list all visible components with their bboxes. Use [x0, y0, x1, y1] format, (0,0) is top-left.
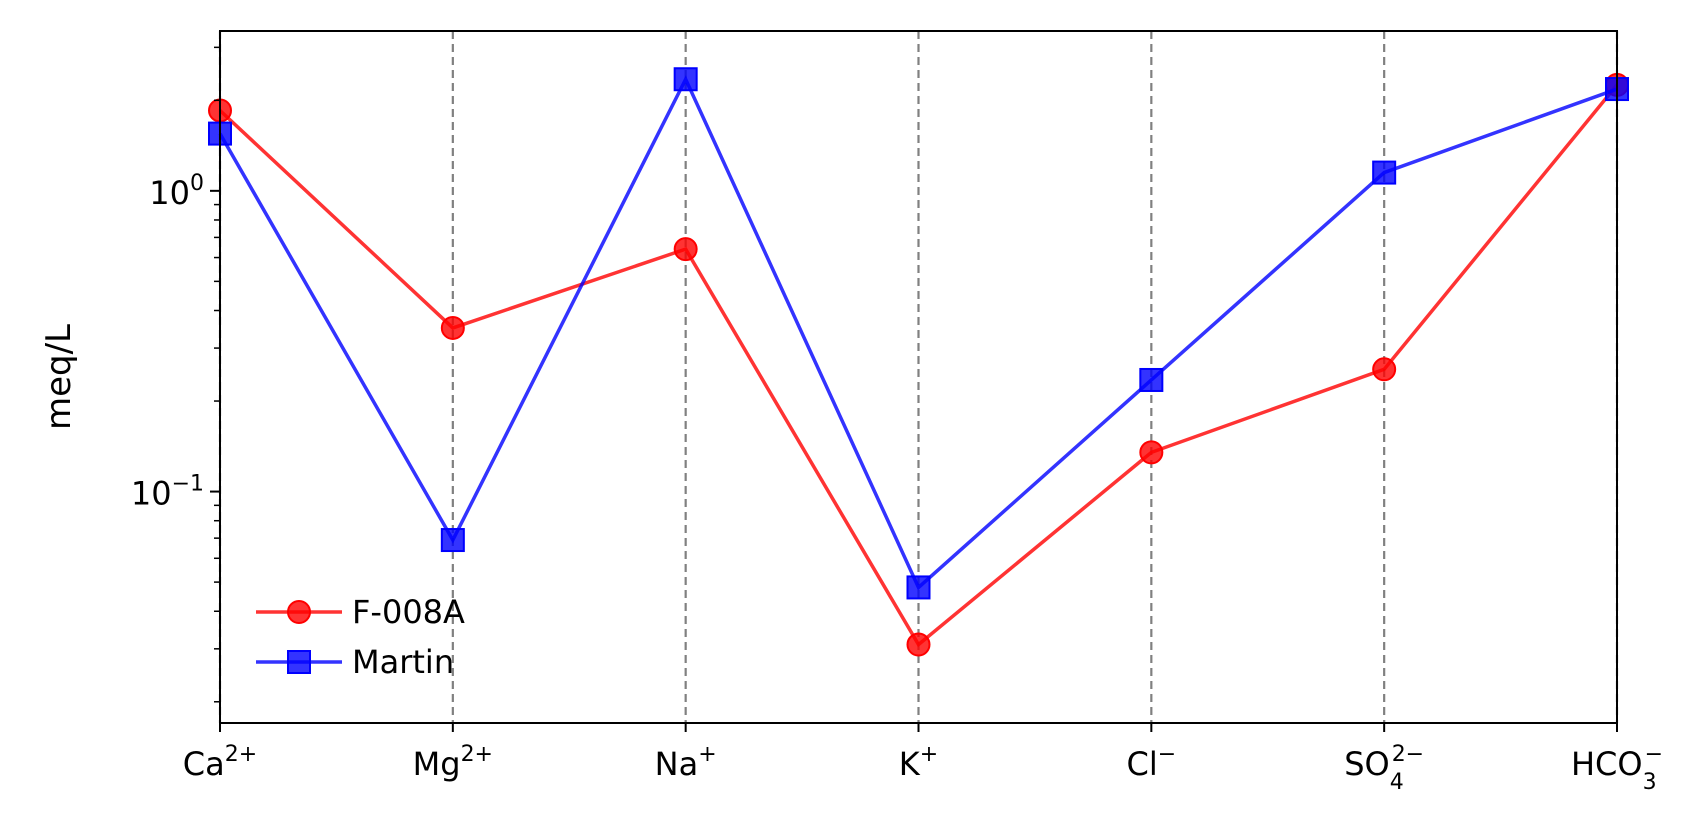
data-point — [1139, 367, 1164, 392]
x-tick-label: HCO3− — [1571, 742, 1663, 795]
y-tick-label: 10−1 — [131, 472, 204, 513]
legend-entry: Martin — [256, 643, 454, 681]
legend-entry: F-008A — [256, 593, 465, 631]
x-tick-label: K+ — [899, 742, 938, 783]
y-axis: 100 10−1 — [131, 46, 220, 703]
data-point — [673, 237, 698, 262]
data-point — [1139, 440, 1164, 465]
legend-label: F-008A — [352, 593, 465, 631]
y-tick-label: 100 — [149, 171, 204, 212]
x-tick-label: Cl− — [1126, 742, 1176, 783]
data-point — [673, 67, 698, 92]
data-point — [1372, 160, 1397, 185]
data-point — [1372, 357, 1397, 382]
legend-label: Martin — [352, 643, 454, 681]
data-point — [906, 575, 931, 600]
y-axis-title: meq/L — [39, 324, 79, 430]
x-tick-label: Ca2+ — [183, 742, 257, 783]
data-point — [906, 632, 931, 657]
legend-marker — [287, 650, 311, 674]
legend-marker — [287, 600, 311, 624]
legend: F-008A Martin — [256, 593, 465, 681]
series-martin — [208, 67, 1629, 600]
x-axis: Ca2+ Mg2+ Na+ K+ Cl− SO42− HCO3− — [183, 723, 1663, 795]
x-tick-label: Mg2+ — [413, 742, 493, 783]
series-layer — [208, 67, 1629, 657]
data-point — [440, 528, 465, 553]
x-tick-label: SO42− — [1344, 742, 1424, 795]
x-tick-label: Na+ — [655, 742, 717, 783]
data-point — [440, 315, 465, 340]
